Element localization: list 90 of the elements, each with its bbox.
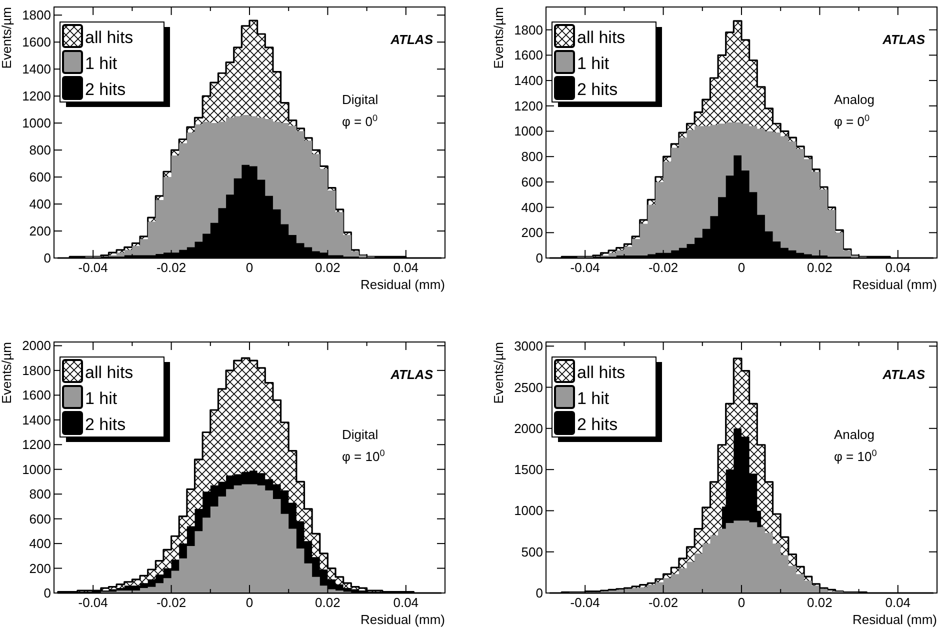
y-tick-label: 3000 [514,338,543,354]
annotation: Analog [834,427,874,442]
y-tick-label: 1200 [514,98,543,114]
y-tick-label: 0 [536,250,543,266]
legend-label: 1 hit [85,54,118,73]
y-axis-title: Events/µm [0,7,14,69]
x-tick-label: -0.04 [78,595,108,610]
y-tick-label: 800 [29,142,51,158]
y-tick-label: 1600 [22,388,51,403]
annotation: φ = 0$^{0}$ [342,113,378,129]
y-tick-label: 0 [536,586,543,600]
legend-label: 2 hits [85,415,126,434]
y-tick-label: 400 [521,200,543,215]
y-tick-label: 1000 [22,462,51,477]
legend-label: all hits [577,28,626,47]
y-tick-label: 600 [29,170,51,185]
y-tick-label: 500 [521,544,543,560]
y-tick-label: 800 [521,149,543,164]
legend-label: 2 hits [577,80,618,99]
y-tick-label: 600 [29,511,51,526]
x-tick-label: -0.04 [570,260,600,275]
annotation: ATLAS [390,367,434,382]
y-tick-label: 200 [29,560,51,576]
x-tick-label: -0.02 [648,260,678,275]
x-tick-label: -0.02 [648,595,678,610]
y-tick-label: 2500 [514,380,543,395]
annotation: ATLAS [882,367,926,382]
x-tick-label: -0.02 [156,595,186,610]
y-tick-label: 200 [521,225,543,240]
y-tick-label: 200 [29,224,51,239]
x-tick-label: -0.02 [156,260,186,275]
y-tick-label: 1000 [514,503,543,518]
y-axis-title: Events/µm [0,342,14,404]
annotation: Digital [342,427,378,442]
y-tick-label: 1500 [514,462,543,478]
x-tick-label: 0 [738,260,746,275]
x-tick-label: 0.04 [393,260,419,275]
x-axis-title: Residual (mm) [360,612,445,627]
annotation: φ = 0$^{0}$ [834,113,870,129]
y-tick-label: 1400 [22,62,51,77]
y-tick-label: 600 [521,174,543,190]
y-tick-label: 2000 [22,338,51,354]
y-tick-label: 2000 [514,420,543,436]
legend-label: all hits [85,363,134,382]
x-tick-label: 0 [246,595,254,610]
x-tick-label: 0 [246,260,254,275]
y-axis-title: Events/µm [491,7,506,69]
y-tick-label: 1400 [22,412,51,428]
y-tick-label: 0 [44,586,51,600]
legend-label: 1 hit [577,389,610,408]
x-axis-title: Residual (mm) [360,277,445,292]
y-axis-title: Events/µm [491,342,506,404]
x-tick-label: -0.04 [78,260,108,275]
x-axis-title: Residual (mm) [852,612,937,627]
y-tick-label: 0 [44,250,51,266]
y-tick-label: 400 [29,536,51,552]
y-tick-label: 1800 [22,8,51,23]
x-tick-label: 0.02 [315,595,340,610]
legend-label: 1 hit [577,54,610,73]
legend-label: 1 hit [85,389,118,408]
x-axis-title: Residual (mm) [852,277,937,292]
y-tick-label: 800 [29,486,51,502]
annotation: φ = 10$^{0}$ [834,448,877,464]
y-tick-label: 1800 [22,362,51,378]
x-tick-label: 0 [738,595,746,610]
y-tick-label: 1600 [514,48,543,63]
annotation: ATLAS [390,32,434,47]
annotation: Analog [834,92,874,107]
legend-label: 2 hits [577,415,618,434]
y-tick-label: 400 [29,196,51,212]
annotation: Digital [342,92,378,107]
y-tick-label: 1800 [514,22,543,38]
y-tick-label: 1200 [22,88,51,104]
x-tick-label: 0.04 [885,595,911,610]
x-tick-label: 0.02 [807,595,832,610]
x-tick-label: 0.02 [315,260,340,275]
x-tick-label: 0.02 [807,260,832,275]
y-tick-label: 1000 [22,116,51,131]
x-tick-label: 0.04 [885,260,911,275]
legend-label: all hits [577,363,626,382]
x-tick-label: -0.04 [570,595,600,610]
annotation: ATLAS [882,32,926,47]
y-tick-label: 1000 [514,124,543,139]
y-tick-label: 1400 [514,73,543,88]
annotation: φ = 10$^{0}$ [342,448,385,464]
y-tick-label: 1600 [22,34,51,50]
legend-label: all hits [85,28,134,47]
y-tick-label: 1200 [22,437,51,452]
x-tick-label: 0.04 [393,595,419,610]
legend-label: 2 hits [85,80,126,99]
